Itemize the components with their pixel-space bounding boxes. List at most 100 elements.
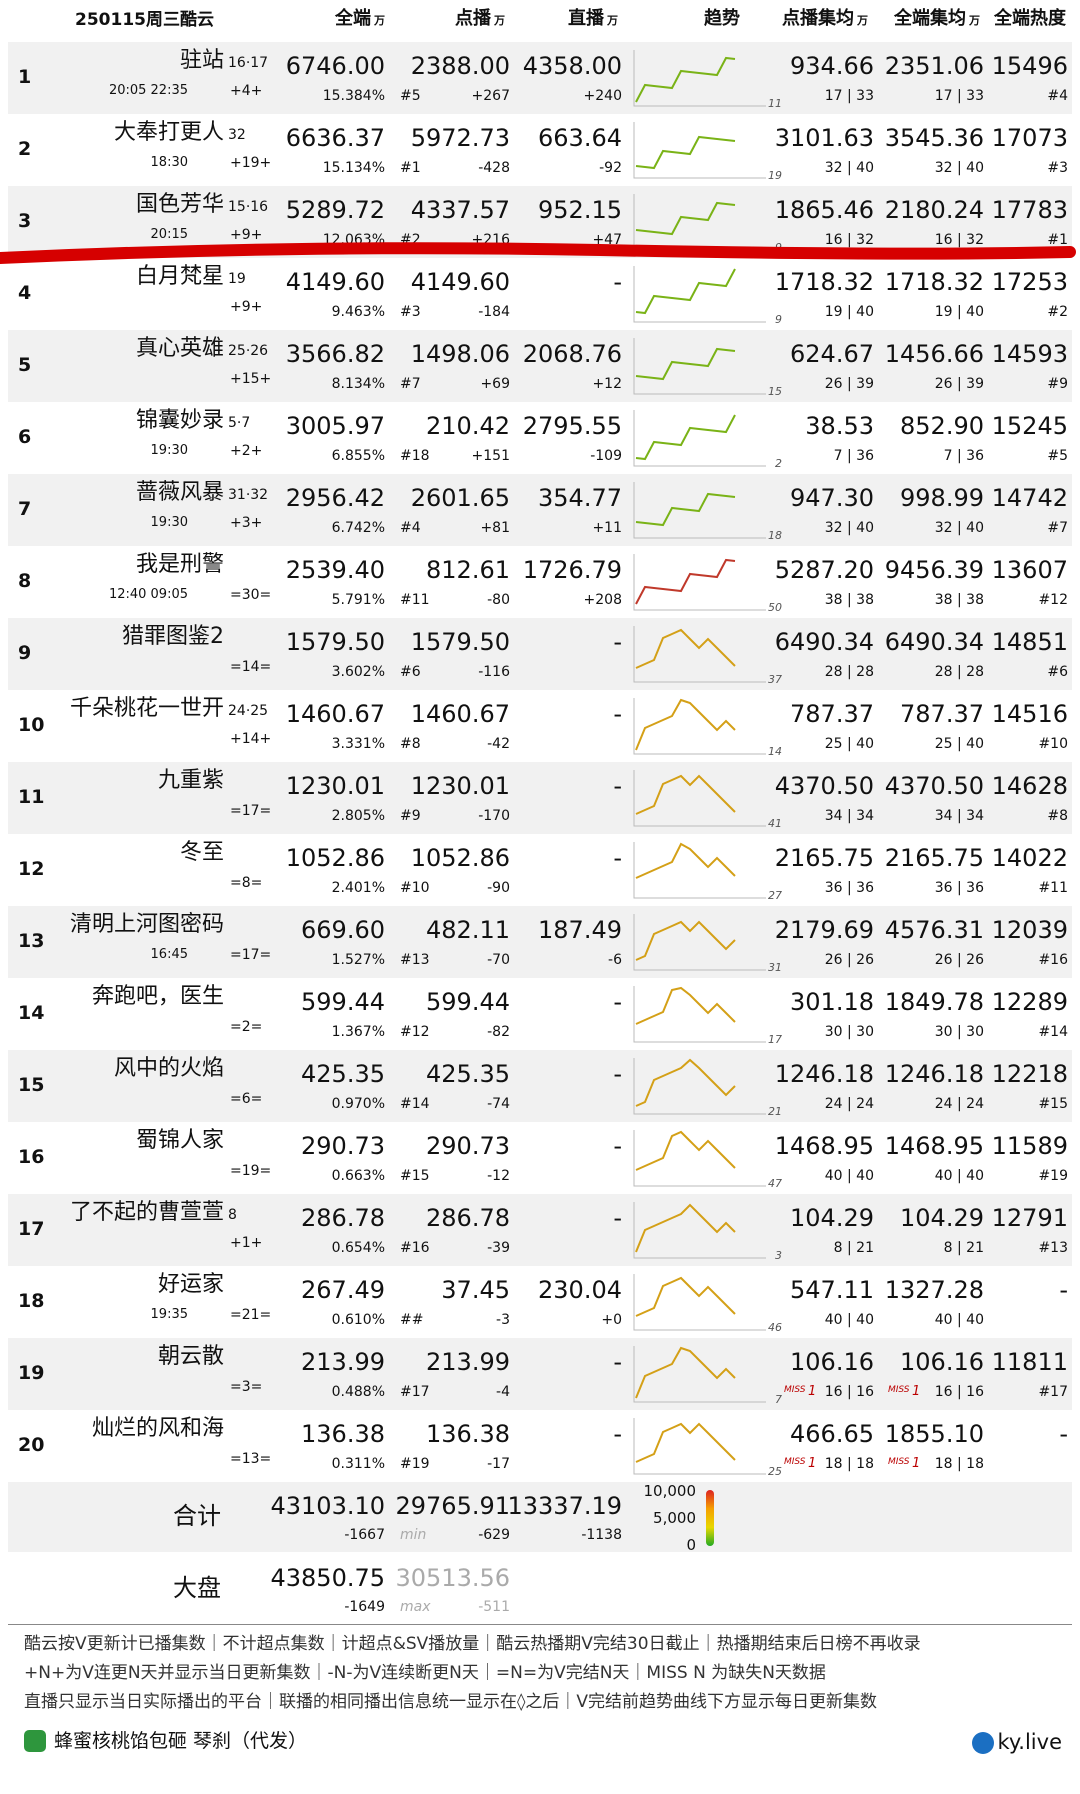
trend-axis <box>633 1274 766 1331</box>
header-label: 趋势 <box>704 8 740 29</box>
total: 669.60 <box>301 916 385 944</box>
totals-total: 43103.10 <box>270 1492 385 1520</box>
update-status: +9+ <box>230 227 263 243</box>
total-avg-episodes: 40 | 40 <box>934 1168 984 1184</box>
total-share: 8.134% <box>331 376 385 392</box>
color-scale <box>706 1490 714 1546</box>
miss-days: 1 <box>912 1456 921 1471</box>
rank: 4 <box>18 282 32 304</box>
heat: 14593 <box>991 340 1068 368</box>
vod-rank: #9 <box>400 808 421 824</box>
vod: 1052.86 <box>410 844 510 872</box>
vod-avg-episodes: 19 | 40 <box>824 304 874 320</box>
trend-sparkline <box>633 626 766 683</box>
color-scale-label: 5,000 <box>653 1509 696 1527</box>
total-share: 0.488% <box>331 1384 385 1400</box>
live: 230.04 <box>538 1276 622 1304</box>
vod-rank: #18 <box>400 448 430 464</box>
vod-avg: 6490.34 <box>774 628 874 656</box>
miss-days: 1 <box>808 1456 817 1471</box>
total: 3005.97 <box>285 412 385 440</box>
heat-rank: #12 <box>1038 592 1068 608</box>
rank: 8 <box>18 570 32 592</box>
trend-max: 7 <box>775 1393 782 1406</box>
trend-max: 3 <box>775 1249 782 1262</box>
heat: 14851 <box>991 628 1068 656</box>
heat-rank: #17 <box>1038 1384 1068 1400</box>
trend-max: 15 <box>768 385 782 398</box>
trend-sparkline <box>633 986 766 1043</box>
vod-avg-episodes: 40 | 40 <box>824 1168 874 1184</box>
vod-avg-episodes: 28 | 28 <box>824 664 874 680</box>
vod-avg-episodes: 16 | 32 <box>824 232 874 248</box>
show-name: 大奉打更人 <box>113 120 224 145</box>
vod-change: -116 <box>478 664 510 680</box>
schedule: 18:30 <box>150 155 188 170</box>
market-vod-change: -511 <box>478 1599 510 1615</box>
rank: 11 <box>18 786 45 808</box>
show-name: 了不起的曹萱萱 <box>69 1200 224 1225</box>
trend-line <box>635 920 736 961</box>
update-status: +19+ <box>230 155 272 171</box>
trend-line <box>635 56 736 103</box>
total-share: 1.527% <box>331 952 385 968</box>
header-cell: 点播集均万 <box>718 10 868 28</box>
vod-change: -3 <box>496 1312 510 1328</box>
schedule: 20:15 <box>150 227 188 242</box>
rank: 6 <box>18 426 32 448</box>
total-avg-episodes: 32 | 40 <box>934 160 984 176</box>
vod: 1230.01 <box>410 772 510 800</box>
trend-max: 21 <box>768 1105 782 1118</box>
total: 1460.67 <box>285 700 385 728</box>
trend-line <box>635 492 736 527</box>
vod-rank: #1 <box>400 160 421 176</box>
total-share: 9.463% <box>331 304 385 320</box>
trend-max: 9 <box>775 313 782 326</box>
market-total: 43850.75 <box>270 1564 385 1592</box>
total-avg-episodes: 19 | 40 <box>934 304 984 320</box>
total-avg: 4370.50 <box>884 772 984 800</box>
total-avg: 2165.75 <box>884 844 984 872</box>
total-avg: 1855.10 <box>884 1420 984 1448</box>
live-change: +11 <box>592 520 622 536</box>
live: - <box>613 1132 622 1160</box>
trend-max: 11 <box>768 97 782 110</box>
trend-line <box>635 558 736 605</box>
total: 1579.50 <box>285 628 385 656</box>
market-vod-note: max <box>400 1599 431 1615</box>
show-name: 白月梵星 <box>135 264 224 289</box>
vod-avg-episodes: 38 | 38 <box>824 592 874 608</box>
total-avg-episodes: 34 | 34 <box>934 808 984 824</box>
vod: 4149.60 <box>410 268 510 296</box>
heat-rank: #19 <box>1038 1168 1068 1184</box>
total-avg: 1849.78 <box>884 988 984 1016</box>
heat-rank: #13 <box>1038 1240 1068 1256</box>
total-share: 15.134% <box>322 160 385 176</box>
episodes: 32 <box>228 127 246 143</box>
douban-icon <box>24 1730 46 1752</box>
vod-avg: 1246.18 <box>774 1060 874 1088</box>
trend-sparkline <box>633 266 766 323</box>
trend-line <box>635 1203 736 1253</box>
miss-days: 1 <box>912 1384 921 1399</box>
vod: 812.61 <box>426 556 510 584</box>
live-change: -92 <box>599 160 622 176</box>
total-avg: 2180.24 <box>884 196 984 224</box>
total-share: 0.311% <box>331 1456 385 1472</box>
heat: 12791 <box>991 1204 1068 1232</box>
total-avg: 106.16 <box>900 1348 984 1376</box>
header-label: 全端热度 <box>994 8 1066 29</box>
vod: 290.73 <box>426 1132 510 1160</box>
vod-change: -39 <box>487 1240 510 1256</box>
update-status: =21= <box>230 1307 272 1323</box>
vod-avg: 5287.20 <box>774 556 874 584</box>
show-name: 好运家 <box>157 1272 224 1297</box>
trend-sparkline <box>633 1274 766 1331</box>
trend-sparkline <box>633 338 766 395</box>
episodes: 24·25 <box>228 703 269 719</box>
vod-avg-episodes: 18 | 18 <box>824 1456 874 1472</box>
show-name: 真心英雄 <box>135 336 224 361</box>
vod-rank: #13 <box>400 952 430 968</box>
live: 952.15 <box>538 196 622 224</box>
vod-change: -42 <box>487 736 510 752</box>
